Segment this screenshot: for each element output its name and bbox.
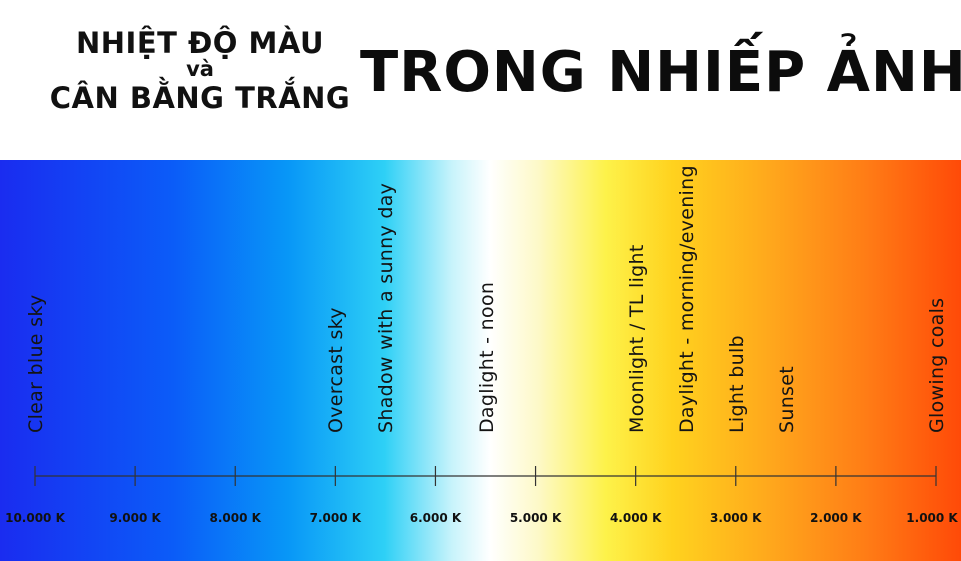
kelvin-axis <box>34 466 937 486</box>
tick-label: 4.000 K <box>609 511 662 525</box>
tick-label: 5.000 K <box>509 511 562 525</box>
light-source-label: Moonlight / TL light <box>625 244 648 433</box>
light-source-label: Overcast sky <box>325 307 348 433</box>
tick-label: 3.000 K <box>710 511 762 525</box>
title-right: TRONG NHIẾP ẢNH <box>360 40 961 105</box>
light-source-label: Sunset <box>775 366 798 433</box>
light-source-label: Glowing coals <box>926 297 948 433</box>
tick-label: 2.000 K <box>810 511 862 525</box>
color-temperature-spectrum <box>0 160 961 561</box>
tick-label: 7.000 K <box>309 511 362 525</box>
tick-label: 10.000 K <box>5 511 65 525</box>
tick-label: 6.000 K <box>409 511 462 525</box>
tick-label: 8.000 K <box>209 511 261 525</box>
tick-label: 1.000 K <box>906 511 958 525</box>
title-line-3: CÂN BẰNG TRẮNG <box>49 81 351 115</box>
title-line-1: NHIỆT ĐỘ MÀU <box>75 26 325 60</box>
light-source-label: Daglight - noon <box>475 281 498 433</box>
light-source-label: Daylight - morning/evening <box>675 165 698 433</box>
light-source-label: Light bulb <box>725 335 748 433</box>
title-line-2: và <box>186 57 214 81</box>
tick-label: 9.000 K <box>109 511 161 525</box>
light-source-label: Shadow with a sunny day <box>375 182 398 433</box>
title-block-left: NHIỆT ĐỘ MÀU và CÂN BẰNG TRẮNG <box>40 26 360 116</box>
light-source-label: Clear blue sky <box>25 294 47 433</box>
